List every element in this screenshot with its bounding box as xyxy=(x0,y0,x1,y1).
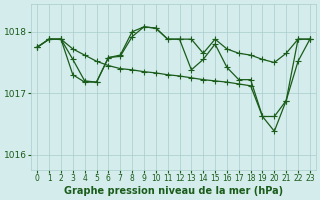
X-axis label: Graphe pression niveau de la mer (hPa): Graphe pression niveau de la mer (hPa) xyxy=(64,186,283,196)
